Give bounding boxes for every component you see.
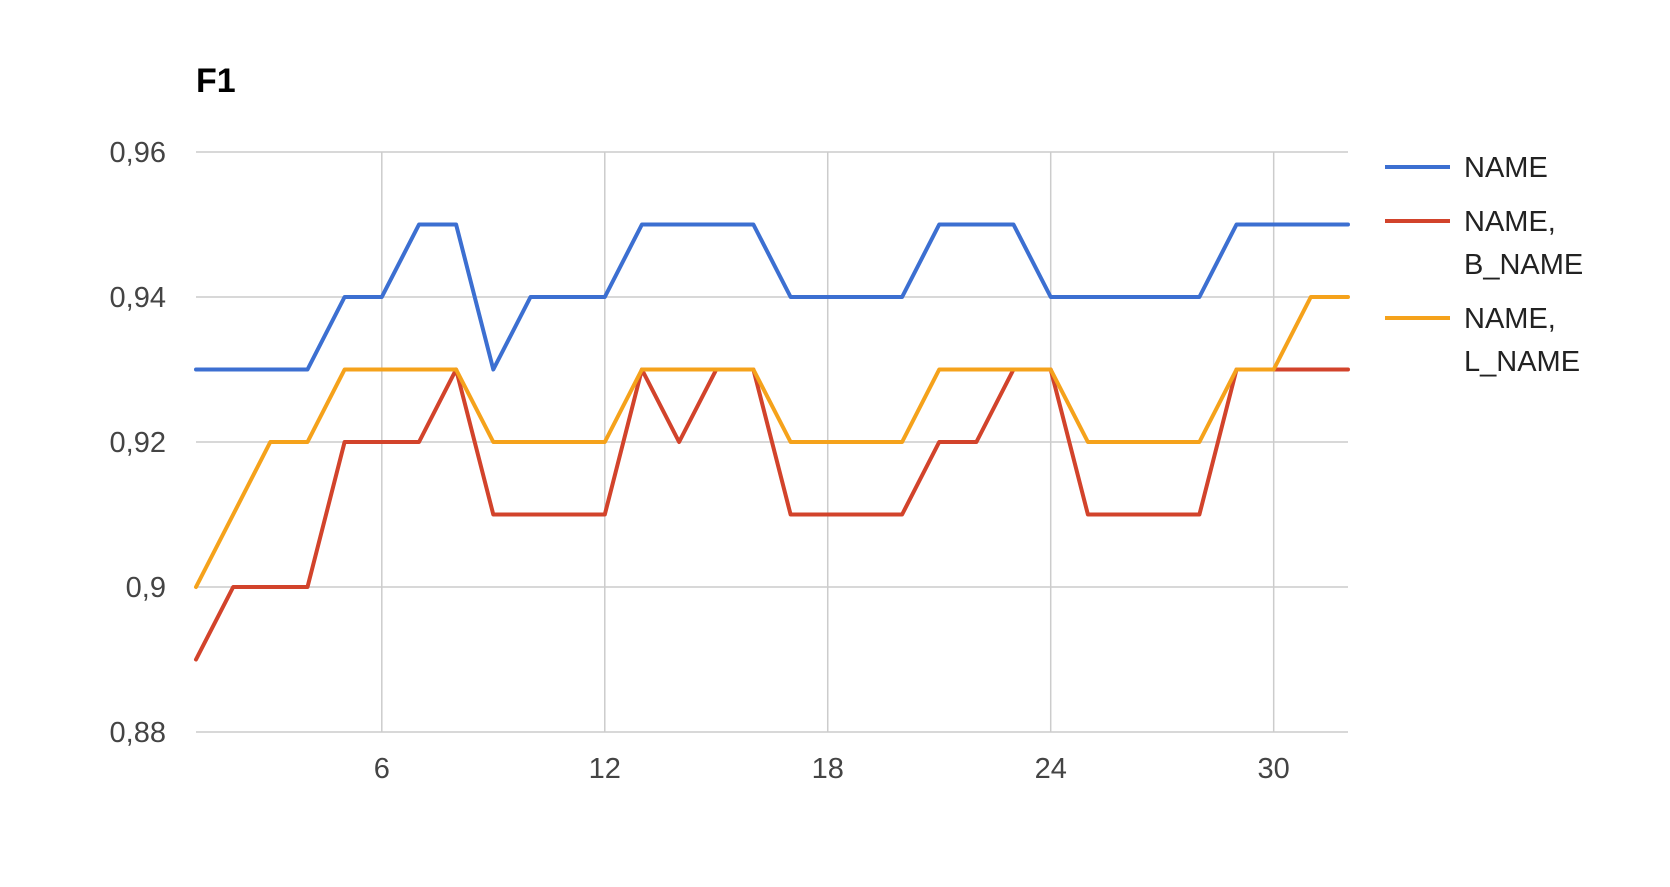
series-line [194,367,1350,662]
x-tick-label: 30 [1258,753,1290,785]
legend-label: B_NAME [1464,249,1583,281]
series-line [194,222,1350,372]
x-axis-ticks: 6 12 18 24 30 [374,753,1290,785]
y-tick-label: 0,88 [110,717,166,749]
legend-entry: NAME, L_NAME [1385,303,1580,378]
y-tick-label: 0,96 [110,137,166,169]
series-3 [194,295,1350,589]
legend: NAME NAME, B_NAME NAME, L_NAME [1385,152,1583,378]
legend-label: NAME, [1464,206,1556,238]
y-axis-ticks: 0,88 0,9 0,92 0,94 0,96 [110,137,166,749]
chart-title: F1 [196,62,236,100]
x-tick-label: 24 [1035,753,1067,785]
series-line [194,295,1350,589]
y-tick-label: 0,92 [110,427,166,459]
series-2 [194,367,1350,662]
legend-entry: NAME [1385,152,1548,184]
x-tick-label: 18 [812,753,844,785]
legend-entry: NAME, B_NAME [1385,206,1583,281]
series-lines [194,222,1350,662]
y-tick-label: 0,9 [126,572,166,604]
x-tick-label: 12 [589,753,621,785]
legend-label: NAME, [1464,303,1556,335]
y-tick-label: 0,94 [110,282,166,314]
x-tick-label: 6 [374,753,390,785]
legend-label: L_NAME [1464,346,1580,378]
legend-label: NAME [1464,152,1548,184]
series-1 [194,222,1350,372]
